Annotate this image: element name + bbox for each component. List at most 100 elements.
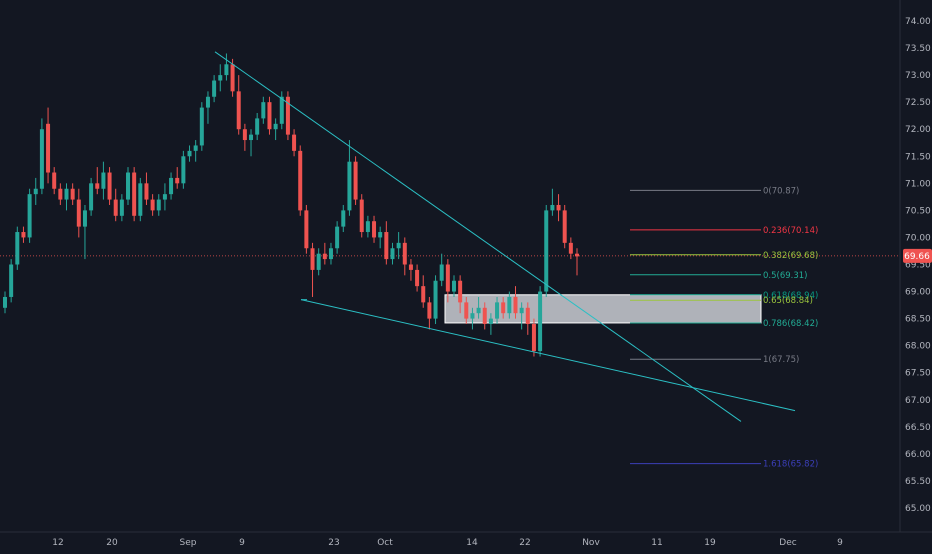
fib-level-label: 0(70.87) bbox=[763, 186, 799, 196]
candle bbox=[33, 177, 38, 205]
candle bbox=[162, 183, 167, 211]
candle-body bbox=[396, 242, 401, 249]
candle-body bbox=[212, 80, 217, 97]
candle-body bbox=[316, 253, 321, 270]
candle-body bbox=[384, 232, 389, 260]
candle-body bbox=[144, 183, 149, 200]
time-axis[interactable]: 12 20 Sep 9 23 Oct 14 22 Nov 11 19 Dec 9 bbox=[52, 538, 843, 548]
candle bbox=[150, 194, 155, 216]
candle-body bbox=[476, 307, 481, 314]
candle-body bbox=[82, 210, 87, 227]
candle bbox=[119, 194, 124, 222]
candle bbox=[181, 150, 186, 189]
candle bbox=[21, 226, 26, 243]
candle bbox=[562, 204, 567, 249]
price-tick-label: 72.00 bbox=[905, 125, 931, 135]
candle-body bbox=[488, 318, 493, 325]
candle-body bbox=[3, 296, 7, 308]
candle bbox=[193, 140, 198, 162]
candle-body bbox=[507, 296, 512, 314]
candle bbox=[107, 167, 112, 205]
upper-trendline[interactable] bbox=[214, 51, 742, 422]
candle bbox=[433, 275, 438, 325]
candle-body bbox=[445, 264, 450, 292]
candle-body bbox=[64, 188, 69, 200]
time-tick-label: 9 bbox=[837, 538, 843, 548]
candle-body bbox=[335, 226, 340, 249]
lower-trendline[interactable] bbox=[300, 299, 796, 412]
candle-body bbox=[538, 291, 543, 352]
candle bbox=[76, 188, 81, 238]
candle bbox=[101, 161, 106, 200]
candle-body bbox=[255, 118, 260, 135]
candle bbox=[550, 188, 555, 216]
fibonacci-layer: 0(70.87) 0.236(70.14) 0.382(69.68) 0.5(69.3… bbox=[630, 186, 818, 470]
candle bbox=[378, 226, 383, 249]
candle-body bbox=[95, 183, 100, 189]
fib-level-label: 0.786(68.42) bbox=[763, 319, 818, 329]
candle bbox=[249, 129, 254, 157]
price-tick-label: 70.50 bbox=[905, 206, 931, 216]
time-tick-label: 9 bbox=[239, 538, 245, 548]
candle bbox=[3, 291, 7, 314]
candle-body bbox=[249, 134, 254, 141]
candle bbox=[199, 102, 204, 151]
candle bbox=[341, 204, 346, 233]
price-tick-label: 72.50 bbox=[905, 98, 931, 108]
candle-body bbox=[575, 253, 579, 257]
candle-body bbox=[341, 210, 346, 227]
candle bbox=[445, 259, 450, 303]
candle bbox=[267, 96, 272, 135]
candle-body bbox=[372, 221, 377, 238]
candle-body bbox=[322, 253, 327, 260]
candle bbox=[156, 194, 161, 216]
price-tick-label: 65.00 bbox=[905, 504, 931, 514]
candle bbox=[9, 259, 14, 303]
candle-body bbox=[89, 183, 94, 211]
time-tick-label: 20 bbox=[106, 538, 118, 548]
candle bbox=[402, 237, 407, 276]
candle bbox=[218, 64, 223, 92]
candle-body bbox=[310, 248, 315, 270]
candle-body bbox=[433, 280, 438, 319]
candle bbox=[113, 188, 118, 222]
candle bbox=[439, 253, 444, 287]
candle-body bbox=[132, 172, 137, 216]
candle-body bbox=[353, 161, 358, 200]
candle-body bbox=[531, 324, 536, 352]
candle-body bbox=[273, 123, 278, 130]
candle-body bbox=[218, 75, 223, 81]
candle-body bbox=[525, 307, 530, 325]
fib-level-label: 0.236(70.14) bbox=[763, 226, 818, 236]
candle bbox=[421, 275, 426, 308]
candle bbox=[501, 296, 506, 319]
candle-body bbox=[156, 199, 161, 211]
candle bbox=[396, 232, 401, 260]
candle-body bbox=[390, 248, 395, 260]
candle-body bbox=[292, 134, 297, 151]
price-tick-label: 71.50 bbox=[905, 152, 931, 162]
last-price-badge bbox=[903, 248, 932, 263]
candle-body bbox=[126, 172, 131, 200]
candle-body bbox=[495, 302, 500, 319]
candle-body bbox=[150, 199, 155, 211]
candle bbox=[144, 172, 149, 205]
price-axis-panel[interactable] bbox=[900, 0, 932, 532]
candle-body bbox=[304, 210, 309, 249]
candle-body bbox=[181, 156, 186, 184]
candle bbox=[175, 167, 180, 189]
candle-body bbox=[224, 64, 229, 76]
candle-body bbox=[470, 313, 475, 319]
candle-body bbox=[9, 264, 14, 297]
candle bbox=[525, 302, 530, 335]
candle bbox=[70, 183, 75, 205]
candle-body bbox=[365, 221, 370, 233]
candle-body bbox=[187, 150, 192, 157]
candle-body bbox=[162, 194, 167, 200]
candle bbox=[359, 194, 364, 238]
candle bbox=[138, 177, 143, 222]
candle-body bbox=[175, 177, 180, 184]
time-tick-label: Sep bbox=[180, 538, 197, 548]
